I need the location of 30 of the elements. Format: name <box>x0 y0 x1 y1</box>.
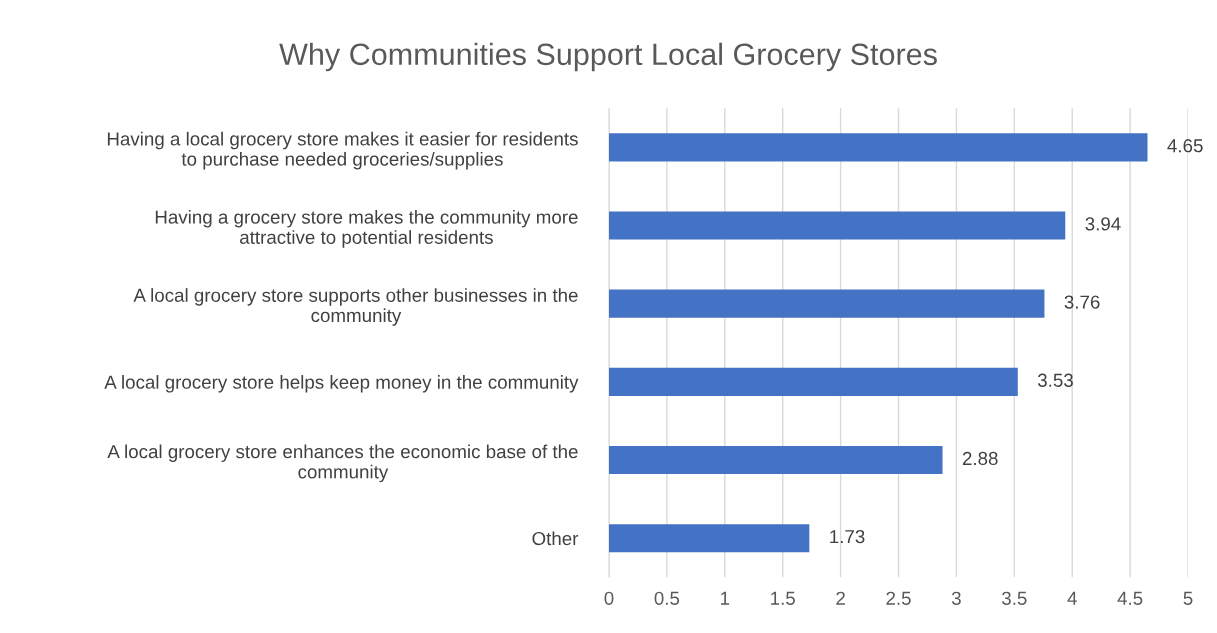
bar <box>608 211 1066 240</box>
x-tick-label: 1.5 <box>771 591 795 605</box>
x-tick-label: 2.5 <box>886 591 911 605</box>
x-tick-label: 2 <box>836 591 845 605</box>
x-tick-label: 3 <box>951 591 961 605</box>
data-label: 2.88 <box>962 451 998 466</box>
x-tick-label: 0 <box>604 591 614 605</box>
y-tick-label: A local grocery store helps keep money in the community <box>104 375 579 393</box>
bar <box>608 367 1018 396</box>
bar <box>608 289 1045 318</box>
y-tick-label: Other <box>532 531 579 546</box>
x-tick-label: 3.5 <box>1002 591 1027 605</box>
y-tick-label: A local grocery store enhances the economic base of the community <box>107 444 578 483</box>
x-tick-label: 4.5 <box>1117 591 1143 605</box>
data-label: 3.53 <box>1037 373 1073 387</box>
y-tick-label: Having a grocery store makes the community more attractive to potential residents <box>155 209 578 248</box>
x-tick-label: 5 <box>1183 591 1193 605</box>
bar <box>608 133 1148 162</box>
x-tick-label: 0.5 <box>654 591 680 605</box>
bar <box>608 524 810 553</box>
data-label: 3.76 <box>1064 295 1100 309</box>
x-tick-label: 4 <box>1067 591 1077 605</box>
data-label: 4.65 <box>1167 139 1203 153</box>
bar <box>608 445 943 475</box>
data-label: 1.73 <box>830 529 865 544</box>
y-tick-label: Having a local grocery store makes it easier for residents to purchase needed groceries/supplies <box>107 131 578 170</box>
x-tick-label: 1 <box>721 591 730 605</box>
y-tick-label: A local grocery store supports other businesses in the community <box>133 288 578 326</box>
data-label: 3.94 <box>1085 217 1121 231</box>
chart-title: Why Communities Support Local Grocery Stores <box>279 42 937 72</box>
